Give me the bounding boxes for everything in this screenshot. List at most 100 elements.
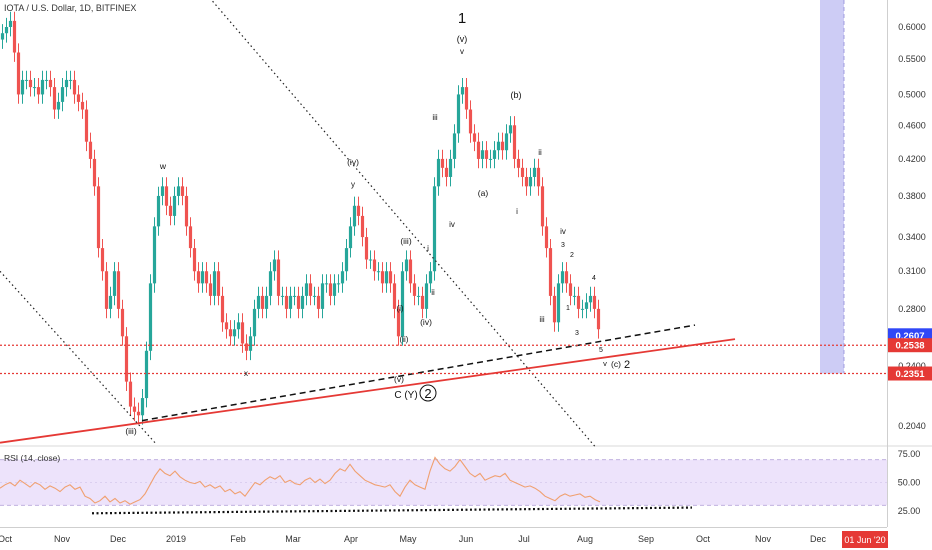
candle-body [504,133,509,151]
candle-body [376,271,381,273]
candle-body [300,295,305,309]
candle-body [0,33,5,40]
wave-label: x [244,369,248,378]
wave-label: (v) [457,34,468,44]
candle-body [180,186,185,196]
candle-body [432,186,437,272]
wave-label: (iv) [420,317,432,327]
candle-body [44,79,49,81]
candle-body [176,186,181,196]
price-axis-tick: 0.4200 [898,154,926,164]
candle-body [156,195,161,227]
candle-body [88,141,93,159]
candle-body [452,133,457,159]
candle-body [476,141,481,159]
wave-label: (v) [394,374,404,384]
candle-body [220,295,225,323]
wave-label: 3 [575,330,579,337]
projection-zone [820,0,844,374]
candle-body [552,295,557,323]
wave-label: v [460,47,464,56]
price-axis-tick: 0.5500 [898,54,926,64]
candle-body [492,150,497,159]
candle-body [480,150,485,159]
candle-body [356,205,361,216]
wave-label: ii [538,148,542,157]
candle-body [360,215,365,238]
candle-body [328,283,333,296]
candle-body [48,79,53,88]
candle-body [592,295,597,309]
candle-body [36,87,41,95]
candle-body [216,271,221,296]
price-axis-tick: 0.4600 [898,120,926,130]
wave-label: i [516,207,518,216]
candle-body [272,259,277,272]
candle-body [580,308,585,310]
candle-body [396,308,401,337]
price-axis-tick: 0.6000 [898,22,926,32]
candle-body [372,259,377,272]
candle-body [52,87,57,110]
candle-body [332,283,337,296]
candle-body [244,343,249,351]
candle-body [260,295,265,309]
candle-body [484,150,489,159]
candle-body [496,141,501,151]
candle-body [304,283,309,296]
candle-body [12,20,17,53]
candle-body [464,87,469,110]
candle-body [240,322,245,344]
price-tag [888,338,932,353]
candle-body [32,87,37,89]
candle-body [548,248,553,296]
candle-body [472,133,477,142]
candle-body [148,283,153,351]
wave-label: 2 [424,386,431,401]
candle-body [516,158,521,168]
candle-body [468,109,473,134]
time-axis-tick: May [399,534,417,544]
candle-body [536,167,541,187]
candle-body [132,406,137,412]
candle-body [192,248,197,272]
candle-body [136,411,141,416]
candle-body [8,20,13,27]
candle-body [208,283,213,296]
candle-body [256,295,261,309]
wave-label: 2 [624,359,630,371]
rsi-axis-tick: 50.00 [898,478,921,488]
price-axis-tick: 0.2800 [898,304,926,314]
candle-body [416,295,421,297]
candle-body [168,205,173,216]
time-axis-tick: Apr [344,534,358,544]
candle-body [560,271,565,284]
candle-body [584,302,589,309]
candle-body [96,186,101,249]
wave-label: 1 [458,10,466,27]
candle-body [252,308,257,337]
wave-label: (iv) [347,157,359,167]
candle-body [532,167,537,177]
wave-label: C (Y) [394,390,417,401]
candle-body [408,259,413,284]
time-axis-tick: Jul [518,534,530,544]
candle-body [380,271,385,284]
wave-label: 1 [566,305,570,312]
candle-body [500,141,505,151]
candle-body [324,283,329,285]
candle-body [424,283,429,309]
candle-body [160,186,165,196]
candle-body [112,271,117,296]
candle-body [24,79,29,81]
candle-body [296,295,301,309]
candle-body [248,336,253,351]
price-axis-tick: 0.2400 [898,361,926,371]
price-axis-tick: 0.3400 [898,232,926,242]
rsi-trendline [91,506,693,515]
candle-body [400,271,405,337]
wave-label: i [427,244,429,253]
candle-body [508,125,513,134]
candle-body [4,27,9,34]
